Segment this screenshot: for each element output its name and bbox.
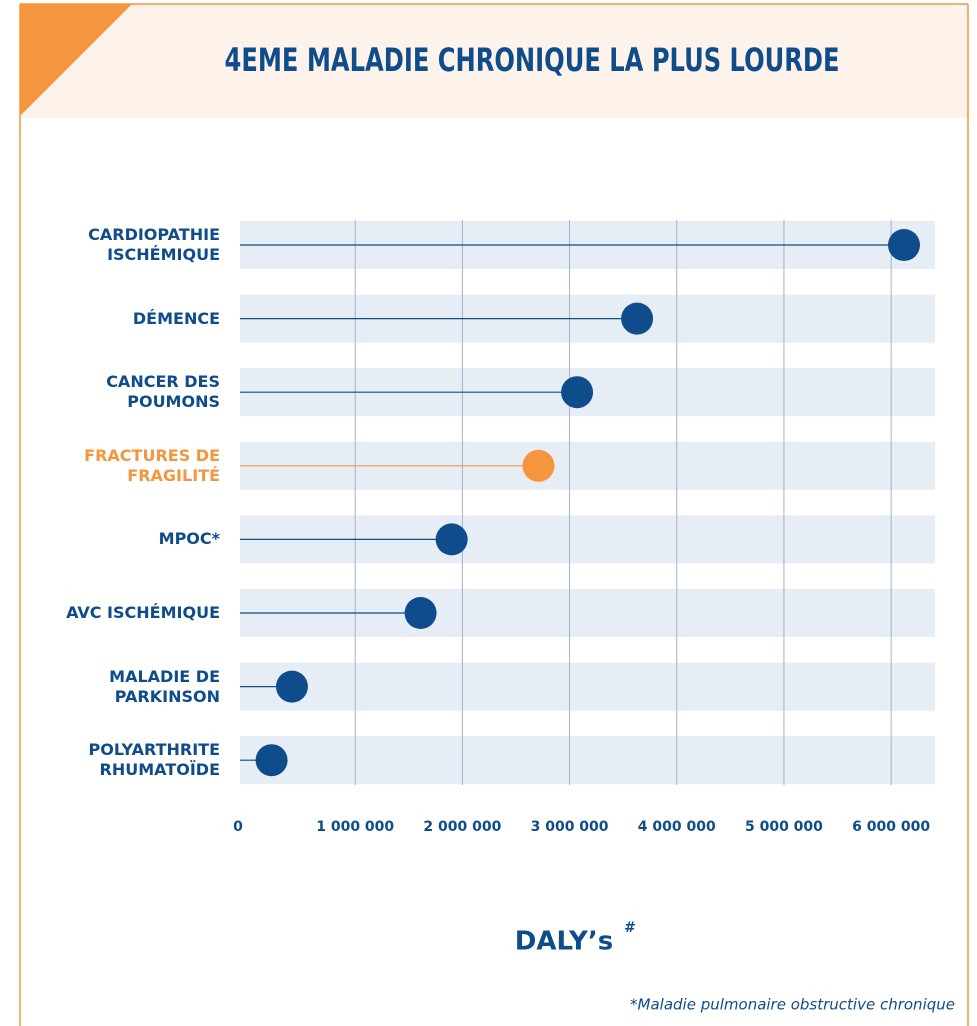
category-label: CARDIOPATHIE ISCHÉMIQUE xyxy=(88,225,220,264)
x-tick-label: 4 000 000 xyxy=(638,819,716,835)
dot xyxy=(404,597,437,629)
category-label: MALADIE DE PARKINSON xyxy=(109,666,220,706)
x-tick-label: 1 000 000 xyxy=(316,819,394,835)
x-tick-label: 5 000 000 xyxy=(745,819,823,835)
dot xyxy=(621,302,654,335)
dot xyxy=(275,670,308,703)
row-band xyxy=(240,662,935,711)
dot xyxy=(561,376,594,409)
dot xyxy=(522,449,555,482)
category-label: CANCER DES POUMONS xyxy=(106,372,220,412)
header-band xyxy=(20,4,968,118)
row-band xyxy=(240,736,935,785)
dot xyxy=(435,523,468,556)
category-label: FRACTURES DE FRAGILITÉ xyxy=(84,445,220,485)
category-label: DÉMENCE xyxy=(132,308,220,328)
chart-title: 4EME MALADIE CHRONIQUE LA PLUS LOURDE xyxy=(225,41,840,79)
x-tick-label: 2 000 000 xyxy=(423,819,501,835)
category-label: MPOC* xyxy=(158,529,220,549)
x-tick-label: 3 000 000 xyxy=(531,819,609,835)
dot xyxy=(255,744,288,777)
x-axis-label: DALY’s xyxy=(515,927,613,957)
category-label: AVC ISCHÉMIQUE xyxy=(66,603,220,622)
x-tick-label: 6 000 000 xyxy=(852,819,930,835)
plot: 0 1 000 000 2 000 000 3 000 000 4 000 000 5 0… xyxy=(233,220,935,835)
category-label: POLYARTHRITE RHUMATOÏDE xyxy=(88,740,221,780)
footnote: *Maladie pulmonaire obstructive chroniqu… xyxy=(630,996,955,1014)
corner-triangle xyxy=(20,4,132,116)
dot xyxy=(887,229,920,261)
x-axis-label-marker: # xyxy=(624,920,636,936)
x-tick-label: 0 xyxy=(233,819,243,835)
